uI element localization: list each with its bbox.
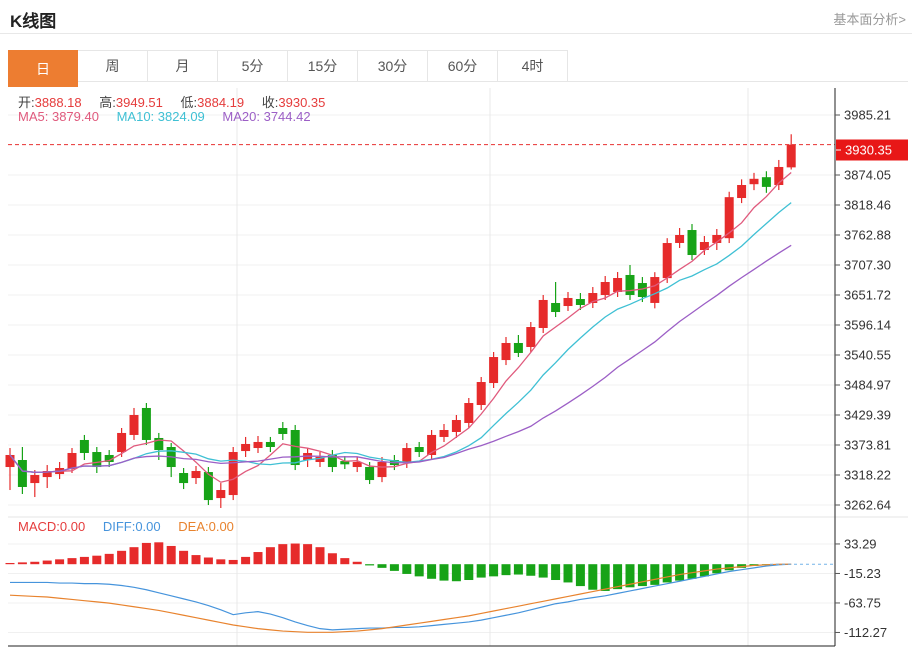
- ma5-line: [9, 171, 792, 483]
- ma20-line: [9, 244, 792, 473]
- svg-text:3707.30: 3707.30: [844, 257, 891, 272]
- header-divider: [0, 33, 912, 34]
- ma10-line: [9, 202, 792, 473]
- close-label: 收:: [261, 95, 279, 110]
- ma20-value: 3744.42: [263, 109, 311, 124]
- tab-monthly[interactable]: 月: [148, 50, 218, 81]
- svg-text:33.29: 33.29: [844, 536, 877, 551]
- macd-legend: MACD:0.00 DIFF:0.00 DEA:0.00: [18, 519, 234, 534]
- ma20-label: MA20:: [222, 109, 264, 124]
- tab-4hour[interactable]: 4时: [498, 50, 568, 81]
- diff-line: [10, 563, 792, 631]
- svg-text:3651.72: 3651.72: [844, 287, 891, 302]
- low-value: 3884.19: [197, 95, 245, 110]
- tab-weekly[interactable]: 周: [78, 50, 148, 81]
- diff-value: 0.00: [135, 519, 161, 534]
- svg-text:3874.05: 3874.05: [844, 167, 891, 182]
- svg-text:3484.97: 3484.97: [844, 377, 891, 392]
- fundamental-analysis-link[interactable]: 基本面分析>: [833, 12, 906, 27]
- macd-value: 0.00: [59, 519, 86, 534]
- low-label: 低:: [180, 95, 198, 110]
- svg-text:3540.55: 3540.55: [844, 348, 891, 363]
- timeframe-tab-strip: 日 周 月 5分 15分 30分 60分 4时: [8, 50, 568, 87]
- svg-text:3930.35: 3930.35: [845, 143, 892, 158]
- ma10-value: 3824.09: [157, 109, 205, 124]
- svg-text:-63.75: -63.75: [844, 595, 881, 610]
- high-value: 3949.51: [115, 95, 163, 110]
- open-value: 3888.18: [34, 95, 82, 110]
- tab-30min[interactable]: 30分: [358, 50, 428, 81]
- page-title: K线图: [10, 12, 57, 31]
- svg-text:3762.88: 3762.88: [844, 228, 891, 243]
- macd-label: MACD:: [18, 519, 60, 534]
- dea-line: [9, 563, 792, 633]
- y-axis-labels: 3985.21 3874.05 3818.46 3762.88 3707.30 3651.…: [835, 108, 891, 640]
- dea-value: 0.00: [208, 519, 234, 534]
- close-value: 3930.35: [278, 95, 326, 110]
- svg-text:3318.22: 3318.22: [844, 468, 891, 483]
- svg-text:3429.39: 3429.39: [844, 407, 891, 422]
- svg-text:3985.21: 3985.21: [844, 108, 891, 123]
- svg-text:-112.27: -112.27: [844, 625, 887, 640]
- svg-text:3818.46: 3818.46: [844, 198, 891, 213]
- ma5-label: MA5:: [18, 109, 52, 124]
- dea-label: DEA:: [178, 519, 209, 534]
- axes: [8, 88, 836, 647]
- ma10-label: MA10:: [116, 109, 158, 124]
- current-price-tag: 3930.35: [836, 139, 908, 161]
- tab-5min[interactable]: 5分: [218, 50, 288, 81]
- svg-text:3373.81: 3373.81: [844, 437, 891, 452]
- open-label: 开:: [18, 95, 35, 110]
- high-label: 高:: [99, 95, 116, 110]
- ohlc-legend: 开:3888.18 高:3949.51 低:3884.19 收:3930.35: [18, 92, 325, 111]
- tab-daily[interactable]: 日: [8, 50, 78, 87]
- macd-histogram: [5, 542, 771, 591]
- svg-text:3596.14: 3596.14: [844, 317, 891, 332]
- ma5-value: 3879.40: [51, 109, 99, 124]
- svg-text:3262.64: 3262.64: [844, 498, 891, 513]
- tab-15min[interactable]: 15分: [288, 50, 358, 81]
- svg-text:-15.23: -15.23: [844, 566, 881, 581]
- tab-strip-bottom-border: [8, 81, 908, 82]
- tab-60min[interactable]: 60分: [428, 50, 498, 81]
- diff-label: DIFF:: [102, 519, 136, 534]
- ma-legend: MA5: 3879.40 MA10: 3824.09 MA20: 3744.42: [18, 109, 311, 124]
